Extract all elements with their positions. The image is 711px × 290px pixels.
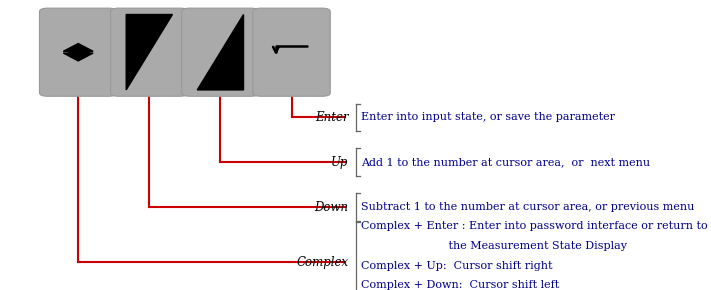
Text: Add 1 to the number at cursor area,  or  next menu: Add 1 to the number at cursor area, or n… bbox=[361, 157, 651, 167]
FancyBboxPatch shape bbox=[253, 8, 330, 96]
Text: the Measurement State Display: the Measurement State Display bbox=[361, 241, 627, 251]
Polygon shape bbox=[63, 53, 93, 61]
Text: Subtract 1 to the number at cursor area, or previous menu: Subtract 1 to the number at cursor area,… bbox=[361, 202, 695, 212]
Text: Enter: Enter bbox=[315, 111, 348, 124]
Text: Up: Up bbox=[331, 156, 348, 169]
Text: Complex + Up:  Cursor shift right: Complex + Up: Cursor shift right bbox=[361, 261, 552, 271]
Text: Down: Down bbox=[314, 201, 348, 214]
FancyBboxPatch shape bbox=[40, 8, 117, 96]
FancyBboxPatch shape bbox=[110, 8, 188, 96]
Polygon shape bbox=[127, 14, 172, 90]
Text: Enter into input state, or save the parameter: Enter into input state, or save the para… bbox=[361, 113, 615, 122]
FancyBboxPatch shape bbox=[182, 8, 260, 96]
Text: Complex + Enter : Enter into password interface or return to: Complex + Enter : Enter into password in… bbox=[361, 221, 708, 231]
Polygon shape bbox=[63, 44, 93, 51]
Polygon shape bbox=[198, 14, 243, 90]
Text: Complex + Down:  Cursor shift left: Complex + Down: Cursor shift left bbox=[361, 280, 560, 290]
Text: Complex: Complex bbox=[296, 256, 348, 269]
